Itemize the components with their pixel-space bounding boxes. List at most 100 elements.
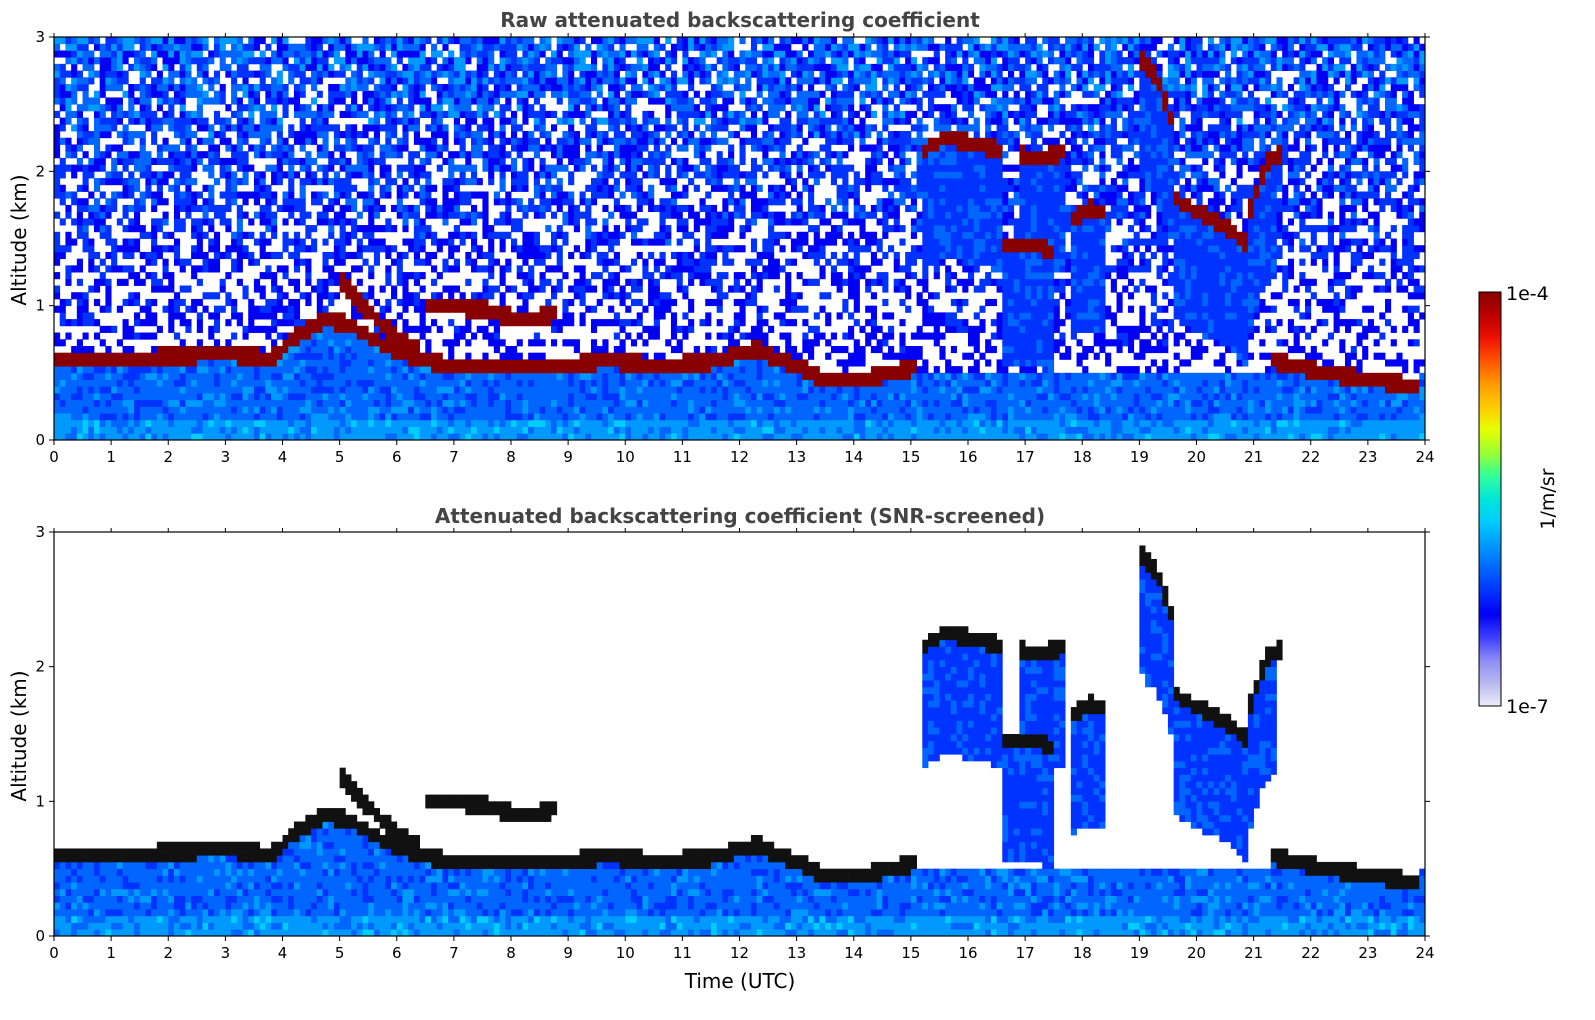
top-heat-cell [339, 426, 346, 434]
top-heat-cell [333, 272, 341, 280]
top-heat-cell [293, 251, 301, 260]
top-heat-cell [316, 345, 323, 354]
top-heat-cell [653, 372, 660, 380]
top-heat-cell [322, 419, 329, 427]
top-heat-cell [419, 332, 426, 340]
top-heat-cell [465, 43, 472, 51]
top-heat-cell [476, 144, 483, 152]
top-heat-cell [65, 231, 72, 239]
top-heat-cell [116, 151, 123, 159]
top-heat-cell [419, 63, 426, 71]
top-heat-cell [676, 238, 683, 246]
top-heat-cell [99, 191, 106, 199]
top-heat-cell [465, 90, 472, 98]
top-heat-cell [619, 433, 626, 440]
top-heat-cell [625, 137, 632, 145]
top-heat-cell [276, 305, 283, 313]
top-heat-cell [385, 325, 392, 333]
top-heat-cell [299, 218, 306, 226]
top-heat-cell [431, 406, 438, 414]
top-heat-cell [54, 164, 61, 172]
top-heat-cell [265, 198, 272, 206]
top-heat-cell [179, 319, 186, 327]
top-heat-cell [659, 238, 666, 246]
top-heat-cell [116, 413, 123, 421]
top-heat-cell [453, 359, 460, 367]
top-heat-cell [231, 124, 238, 132]
top-heat-cell [76, 104, 83, 112]
top-heat-cell [305, 352, 312, 360]
top-heat-cell [202, 198, 209, 206]
top-heat-cell [413, 37, 420, 45]
top-heat-cell [356, 63, 363, 71]
top-heat-cell [488, 178, 495, 186]
top-heat-cell [93, 225, 101, 233]
top-heat-cell [128, 265, 135, 273]
top-heat-cell [511, 359, 518, 367]
top-heat-cell [231, 372, 238, 380]
top-heat-cell [196, 218, 203, 226]
top-heat-cell [345, 204, 352, 213]
top-heat-cell [653, 325, 660, 333]
top-heat-cell [259, 50, 266, 58]
top-heat-cell [259, 245, 266, 253]
top-heat-cell [710, 110, 718, 118]
top-heat-cell [356, 372, 363, 380]
top-heat-cell [482, 292, 489, 300]
top-heat-cell [173, 399, 181, 407]
top-heat-cell [219, 218, 226, 226]
top-heat-cell [545, 178, 552, 186]
top-heat-cell [196, 372, 203, 380]
top-heat-cell [630, 157, 638, 166]
top-heat-cell [596, 50, 603, 58]
top-heat-cell [299, 372, 306, 380]
top-heat-cell [539, 339, 546, 347]
top-heat-cell [322, 312, 329, 320]
top-heat-cell [573, 413, 580, 421]
top-heat-cell [345, 413, 352, 421]
top-heat-cell [630, 124, 638, 132]
top-heat-cell [608, 245, 615, 253]
top-heat-cell [202, 164, 209, 172]
top-heat-cell [482, 84, 489, 92]
top-heat-cell [179, 204, 186, 213]
top-heat-cell [208, 265, 215, 273]
top-heat-cell [391, 90, 398, 98]
top-heat-cell [82, 245, 89, 253]
top-heat-cell [425, 178, 432, 186]
top-heat-cell [442, 110, 449, 118]
top-heat-cell [596, 144, 603, 152]
top-heat-cell [505, 426, 512, 434]
top-heat-cell [173, 164, 181, 172]
top-heat-cell [391, 178, 398, 186]
top-heat-cell [676, 131, 683, 139]
top-heat-cell [351, 325, 358, 333]
top-heat-cell [385, 379, 392, 387]
top-heat-cell [465, 104, 472, 112]
top-heat-cell [93, 90, 101, 98]
top-heat-cell [556, 151, 563, 159]
top-heat-cell [602, 37, 609, 45]
top-heat-cell [471, 84, 478, 92]
top-heat-cell [539, 433, 546, 440]
top-heat-cell [413, 433, 420, 440]
top-heat-cell [653, 131, 660, 139]
top-heat-cell [65, 278, 72, 286]
top-heat-cell [453, 245, 460, 253]
top-heat-cell [505, 198, 512, 206]
top-heat-cell [128, 104, 135, 112]
top-heat-cell [293, 372, 301, 380]
top-heat-cell [619, 399, 626, 407]
top-heat-cell [522, 366, 529, 374]
top-heat-cell [608, 184, 615, 192]
top-heat-cell [419, 359, 426, 367]
top-heat-cell [625, 90, 632, 98]
top-heat-cell [328, 366, 335, 374]
top-heat-cell [213, 258, 221, 266]
top-heat-cell [265, 63, 272, 71]
top-heat-cell [88, 157, 95, 166]
top-heat-cell [339, 245, 346, 253]
top-heat-cell [179, 366, 186, 374]
top-heat-cell [299, 157, 306, 166]
top-heat-cell [99, 386, 106, 394]
